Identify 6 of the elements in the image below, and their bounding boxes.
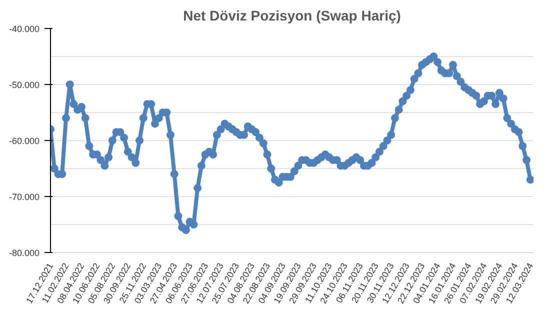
y-tick-label: -40.000 <box>8 24 40 34</box>
y-tick-label: -70.000 <box>8 192 40 202</box>
y-tick-label: -50.000 <box>8 80 40 90</box>
y-tick-label: -80.000 <box>8 248 40 258</box>
y-tick-label: -60.000 <box>8 136 40 146</box>
chart-title: Net Döviz Pozisyon (Swap Hariç) <box>183 8 401 24</box>
